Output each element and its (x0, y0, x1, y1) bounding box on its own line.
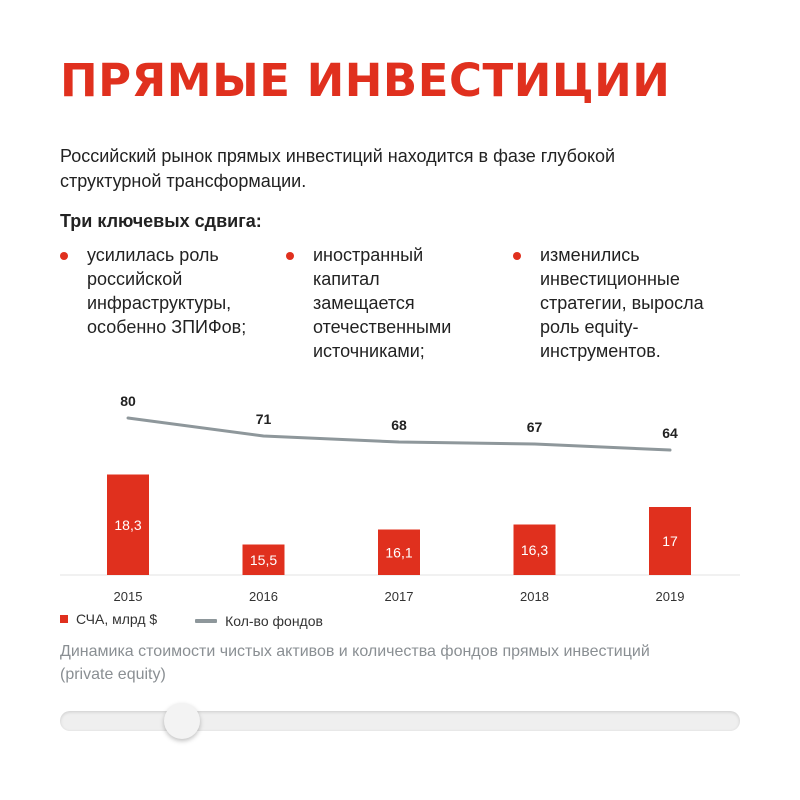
shift-item: усилилась роль российской инфраструктуры… (60, 243, 260, 339)
legend-label-bars: СЧА, млрд $ (76, 611, 158, 627)
carousel-slider[interactable] (60, 703, 740, 739)
x-tick-label: 2018 (520, 589, 549, 604)
bar-value-label: 17 (662, 533, 678, 549)
x-tick-label: 2019 (656, 589, 685, 604)
line-value-label: 67 (527, 419, 543, 435)
intro-text: Российский рынок прямых инвестиций наход… (60, 146, 616, 191)
bar-value-label: 15,5 (250, 552, 277, 568)
shift-item-text: иностранный капитал замещается отечестве… (313, 245, 452, 361)
legend-item-bars: СЧА, млрд $ (60, 611, 157, 627)
shift-item-text: усилилась роль российской инфраструктуры… (87, 245, 247, 337)
shift-item-text: изменились инвестиционные стратегии, выр… (540, 245, 704, 361)
bar (649, 507, 691, 575)
nav-and-funds-chart: 18,3 15,5 16,1 16,3 17 80 71 68 67 64 2015 2016 2017… (60, 393, 740, 604)
legend-bar-swatch-icon (60, 615, 68, 623)
legend-item-line: Кол-во фондов (195, 613, 323, 629)
shift-item: изменились инвестиционные стратегии, выр… (513, 243, 713, 363)
line-value-label: 71 (256, 411, 272, 427)
bar-value-label: 16,3 (521, 542, 548, 558)
line-value-label: 80 (120, 393, 136, 409)
shift-item: иностранный капитал замещается отечестве… (286, 243, 486, 363)
chart-legend: СЧА, млрд $ Кол-во фондов (60, 610, 357, 629)
shifts-heading: Три ключевых сдвига: (60, 211, 262, 231)
chart-caption: Динамика стоимости чистых активов и коли… (60, 643, 650, 683)
legend-line-swatch-icon (195, 619, 218, 623)
bar (378, 529, 420, 575)
line-value-label: 64 (662, 425, 678, 441)
bar (242, 544, 285, 575)
bullet-dot-icon (286, 252, 294, 260)
legend-label-line: Кол-во фондов (225, 613, 323, 629)
bullet-dot-icon (513, 252, 521, 260)
bar-value-label: 16,1 (385, 544, 412, 560)
funds-count-line (126, 416, 672, 452)
bar-value-label: 18,3 (114, 517, 141, 533)
bar (513, 524, 556, 575)
bullet-dot-icon (60, 252, 68, 260)
slider-track[interactable] (60, 711, 740, 731)
page-title: ПРЯМЫЕ ИНВЕСТИЦИИ (60, 54, 671, 107)
x-tick-label: 2016 (249, 589, 278, 604)
slider-thumb[interactable] (164, 703, 201, 739)
line-value-label: 68 (391, 417, 407, 433)
x-tick-label: 2015 (114, 589, 143, 604)
x-tick-label: 2017 (385, 589, 414, 604)
bar (107, 474, 149, 575)
